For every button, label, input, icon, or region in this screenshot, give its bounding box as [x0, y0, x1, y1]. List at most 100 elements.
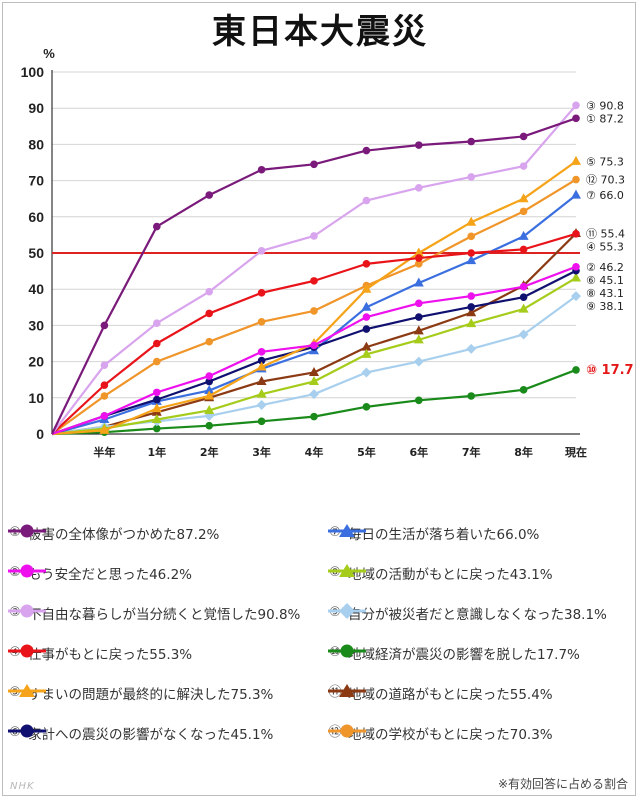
data-point	[204, 404, 215, 414]
data-point	[205, 309, 213, 318]
legend-swatch	[328, 564, 366, 577]
data-point	[466, 255, 477, 265]
legend-swatch	[328, 724, 366, 738]
x-tick-label: 半年	[93, 445, 115, 459]
legend-marker	[340, 724, 354, 738]
data-point	[257, 356, 266, 365]
data-point	[310, 307, 318, 315]
legend-label: もう安全だと思った46.2%	[28, 567, 192, 583]
x-tick-label: 現在	[565, 445, 587, 459]
data-point	[413, 247, 424, 257]
data-point	[256, 376, 267, 386]
data-point	[153, 424, 161, 433]
data-point	[572, 101, 580, 110]
data-point	[100, 321, 109, 330]
legend-marker	[20, 524, 34, 538]
end-label: ⑥ 45.1	[586, 274, 624, 287]
series-③	[51, 101, 580, 435]
data-point	[100, 412, 109, 420]
line-chart: 0 10 20 30 40 50 60 70 80 90 100% 半年 1年 2年 3年 4年 5年 6年 7年 8…	[21, 46, 634, 459]
series-⑩	[51, 366, 580, 436]
legend-label: 地域の学校がもとに戻った70.3%	[348, 727, 553, 743]
legend-label: すまいの問題が最終的に解決した75.3%	[28, 687, 274, 703]
data-point	[571, 291, 581, 302]
legend-item: ④仕事がもとに戻った55.3%	[6, 642, 192, 664]
data-point	[362, 313, 371, 321]
end-label: ⑦ 66.0	[586, 189, 624, 202]
data-point	[309, 376, 319, 386]
data-point	[257, 165, 266, 174]
y-tick-label: 30	[28, 317, 44, 333]
data-point	[153, 319, 161, 328]
data-point	[361, 367, 372, 378]
data-point	[519, 282, 528, 291]
data-point	[571, 155, 581, 165]
data-point	[151, 414, 162, 424]
x-tick-label: 4年	[305, 445, 324, 459]
y-tick-label: 70	[28, 173, 44, 189]
data-point	[467, 137, 476, 146]
data-point	[413, 277, 424, 287]
y-tick-label: 90	[28, 100, 44, 116]
legend-marker	[339, 524, 355, 537]
data-point	[415, 396, 423, 405]
y-tick-label: 100	[21, 64, 45, 80]
end-label: ⑫ 70.3	[586, 174, 625, 187]
data-point	[361, 301, 372, 311]
legend-item: ⑪地域の道路がもとに戻った55.4%	[326, 682, 553, 704]
legend-marker	[20, 644, 34, 658]
data-point	[100, 381, 109, 389]
legend-item: ③不自由な暮らしが当分続くと覚悟した90.8%	[6, 602, 300, 624]
y-tick-label: 40	[28, 281, 44, 297]
data-point	[519, 207, 528, 216]
data-point	[257, 289, 266, 297]
data-point	[362, 146, 371, 155]
data-point	[205, 287, 213, 296]
data-point	[467, 392, 476, 400]
data-point	[466, 216, 477, 226]
legend-item: ⑦毎日の生活が落ち着いた66.0%	[326, 522, 539, 544]
data-point	[572, 230, 580, 238]
legend-marker	[20, 564, 34, 578]
data-point	[518, 329, 529, 340]
data-point	[361, 283, 372, 293]
data-point	[257, 317, 266, 326]
end-label: ① 87.2	[586, 112, 624, 125]
data-point	[415, 260, 423, 268]
data-point	[362, 260, 371, 268]
data-point	[153, 357, 161, 366]
legend-swatch	[8, 644, 46, 658]
data-point	[518, 303, 529, 313]
data-point	[519, 132, 528, 141]
data-point	[467, 303, 476, 311]
x-tick-label: 8年	[514, 445, 533, 459]
y-tick-label: 80	[28, 136, 44, 152]
x-tick-label: 6年	[409, 445, 428, 459]
data-point	[519, 162, 528, 170]
data-point	[466, 318, 477, 328]
legend-swatch	[8, 684, 46, 697]
data-point	[362, 325, 371, 333]
legend-swatch	[328, 684, 366, 697]
x-tick-label: 1年	[147, 445, 166, 459]
legend-marker	[19, 684, 35, 697]
end-label: ④ 55.3	[586, 240, 624, 253]
legend-swatch	[8, 604, 46, 618]
x-tick-label: 3年	[252, 445, 271, 459]
data-point	[205, 337, 213, 346]
data-point	[205, 372, 213, 380]
data-point	[204, 390, 215, 400]
data-point	[413, 334, 424, 344]
legend-label: 不自由な暮らしが当分続くと覚悟した90.8%	[28, 607, 301, 623]
legend-item: ⑥家計への震災の影響がなくなった45.1%	[6, 722, 273, 744]
end-label: ⑩ 17.7	[586, 363, 634, 378]
data-point	[415, 313, 423, 321]
data-point	[362, 403, 371, 411]
data-point	[205, 377, 213, 386]
legend-item: ⑩地域経済が震災の影響を脱した17.7%	[326, 642, 580, 664]
data-point	[571, 189, 581, 199]
chart-title: 東日本大震災	[212, 12, 428, 52]
y-tick-label: 0	[36, 426, 44, 442]
legend-swatch	[328, 524, 366, 537]
